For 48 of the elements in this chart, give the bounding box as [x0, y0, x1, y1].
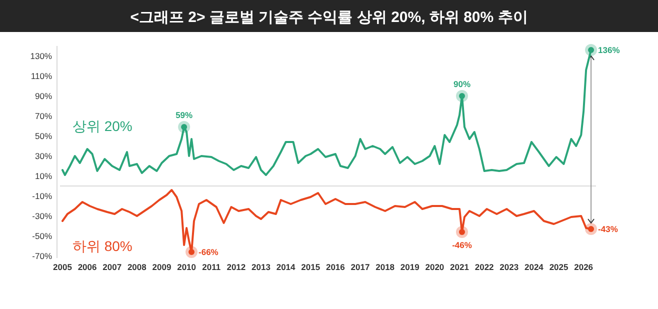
x-tick-label: 2014: [276, 262, 296, 272]
y-tick-label: 50%: [34, 131, 52, 141]
x-tick-label: 2021: [450, 262, 470, 272]
x-tick-label: 2018: [376, 262, 395, 272]
point: [456, 226, 468, 238]
y-tick-label: 130%: [30, 51, 52, 61]
point: [178, 121, 190, 133]
series-label: 하위 80%: [72, 238, 132, 254]
annotation: -46%: [452, 240, 472, 250]
x-tick-label: 2009: [152, 262, 172, 272]
chart-title: <그래프 2> 글로벌 기술주 수익률 상위 20%, 하위 80% 추이: [130, 9, 528, 26]
x-tick-label: 2024: [524, 262, 544, 272]
y-tick-label: -70%: [32, 251, 52, 261]
x-tick-label: 2022: [474, 262, 494, 272]
y-tick-label: 110%: [30, 71, 52, 81]
annotation: 59%: [176, 110, 194, 120]
y-tick-label: 70%: [34, 111, 52, 121]
y-tick-label: 90%: [34, 91, 52, 101]
point: [585, 44, 598, 56]
x-tick-label: 2019: [400, 262, 420, 272]
y-tick-label: -10%: [32, 191, 52, 201]
x-tick-label: 2008: [127, 262, 147, 272]
y-tick-label: -50%: [32, 231, 52, 241]
x-tick-label: 2013: [252, 262, 271, 272]
x-tick-label: 2007: [102, 262, 122, 272]
x-tick-label: 2015: [301, 262, 320, 272]
annotation: -43%: [598, 224, 618, 234]
annotation: 90%: [453, 79, 471, 89]
y-tick-label: 10%: [34, 171, 52, 181]
point: [456, 90, 468, 102]
annotation: 136%: [598, 45, 620, 55]
x-tick-label: 2011: [202, 262, 221, 272]
x-tick-label: 2006: [78, 262, 98, 272]
x-tick-label: 2017: [350, 262, 370, 272]
y-tick-label: 30%: [34, 151, 52, 161]
x-tick-label: 2012: [226, 262, 246, 272]
x-tick-label: 2023: [500, 262, 519, 272]
annotation: -66%: [198, 247, 219, 257]
point: [186, 246, 198, 258]
x-tick-label: 2010: [177, 262, 196, 272]
x-tick-label: 2026: [574, 262, 594, 272]
x-tick-label: 2005: [53, 262, 72, 272]
x-tick-label: 2025: [549, 262, 568, 272]
x-tick-label: 2020: [425, 262, 444, 272]
series-label: 상위 20%: [72, 118, 132, 134]
y-tick-label: -30%: [32, 211, 52, 221]
point: [585, 223, 598, 235]
x-tick-label: 2016: [326, 262, 346, 272]
